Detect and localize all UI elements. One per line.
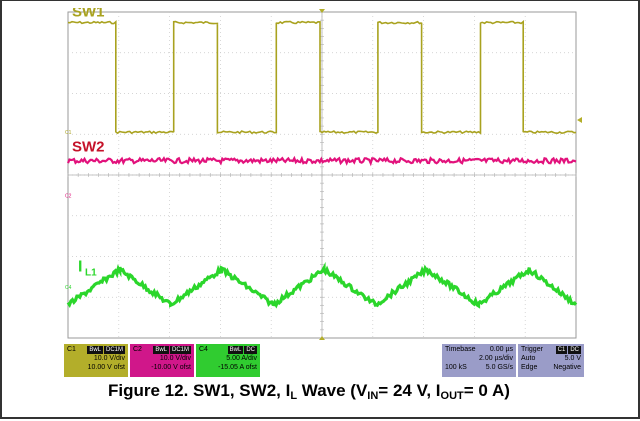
- c1-settings-box[interactable]: C1 BwL DC1M 10.0 V/div 10.00 V ofst: [64, 344, 128, 377]
- trigger-position-marker-top: [319, 9, 325, 13]
- c2-offset: -10.00 V ofst: [151, 364, 191, 371]
- c2-scale: 10.0 V/div: [159, 355, 191, 362]
- caption-mid2: = 24 V, I: [378, 381, 441, 400]
- c2-ground-marker: C2: [65, 193, 72, 199]
- trigger-box[interactable]: Trigger C1 DC Auto 5.0 V Edge Negative: [518, 344, 584, 377]
- trigger-level-arrow: [577, 116, 582, 123]
- status-bar: C1 BwL DC1M 10.0 V/div 10.00 V ofst C2 Bw…: [64, 344, 584, 387]
- timebase-box[interactable]: Timebase 0.00 µs 2.00 µs/div 100 kS 5.0 GS…: [442, 344, 516, 377]
- c4-badge-bw: BwL: [227, 346, 244, 354]
- sw2-trace: [66, 155, 577, 167]
- timebase-value: 0.00 µs: [489, 346, 513, 353]
- c1-badge-coupling: DC1M: [103, 346, 125, 354]
- c2-name: C2: [133, 346, 142, 353]
- timebase-samples: 100 kS: [445, 364, 467, 371]
- c4-scale: 5.00 A/div: [226, 355, 257, 362]
- trigger-position-marker: [319, 336, 325, 340]
- caption-sub-in: IN: [367, 390, 379, 402]
- c4-offset: -15.05 A ofst: [218, 364, 257, 371]
- c4-settings-box[interactable]: C4 BwL DC 5.00 A/div -15.05 A ofst: [196, 344, 260, 377]
- c1-name: C1: [67, 346, 76, 353]
- trigger-level: 5.0 V: [564, 355, 581, 362]
- timebase-rate: 5.0 GS/s: [485, 364, 513, 371]
- c2-badge-bw: BwL: [153, 346, 169, 354]
- waveform-plot: SW1 SW2 I L1 C1 C2 C4: [65, 8, 582, 340]
- c4-name: C4: [199, 346, 208, 353]
- c1-badge-bw: BwL: [87, 346, 103, 354]
- sw1-trace: [67, 19, 577, 135]
- caption-mid1: Wave (V: [297, 381, 368, 400]
- c4-ground-marker: C4: [65, 285, 72, 291]
- oscilloscope-screen: SW1 SW2 I L1 C1 C2 C4 C1 BwL DC1M 10.0 V/div 10…: [64, 8, 584, 387]
- il1-label: I: [78, 259, 82, 276]
- caption-end: = 0 A): [463, 381, 510, 400]
- caption-sub-l: L: [290, 390, 298, 402]
- c1-offset: 10.00 V ofst: [87, 364, 125, 371]
- trigger-label: Trigger: [521, 346, 543, 353]
- timebase-label: Timebase: [445, 346, 476, 353]
- c4-badge-coupling: DC: [244, 346, 257, 354]
- figure-caption: Figure 12. SW1, SW2, IL Wave (VIN= 24 V,…: [108, 381, 598, 402]
- trigger-slope: Negative: [553, 364, 581, 371]
- il1-trace: [66, 261, 578, 309]
- trigger-mode: Auto: [521, 355, 536, 362]
- sw1-label: SW1: [72, 8, 105, 21]
- il1-label-subscript: L1: [85, 268, 97, 279]
- trigger-badge-source: C1: [555, 346, 568, 354]
- c2-badge-coupling: DC1M: [169, 346, 191, 354]
- caption-prefix: Figure 12. SW1, SW2, I: [108, 381, 291, 400]
- c2-settings-box[interactable]: C2 BwL DC1M 10.0 V/div -10.00 V ofst: [130, 344, 194, 377]
- frame-top-border: [0, 0, 640, 1]
- c1-scale: 10.0 V/div: [93, 355, 125, 362]
- trigger-badge-coupling: DC: [568, 346, 581, 354]
- trigger-type: Edge: [521, 364, 538, 371]
- timebase-division: 2.00 µs/div: [479, 355, 513, 362]
- c1-ground-marker: C1: [65, 130, 72, 136]
- caption-sub-out: OUT: [440, 390, 464, 402]
- sw2-label: SW2: [72, 139, 105, 156]
